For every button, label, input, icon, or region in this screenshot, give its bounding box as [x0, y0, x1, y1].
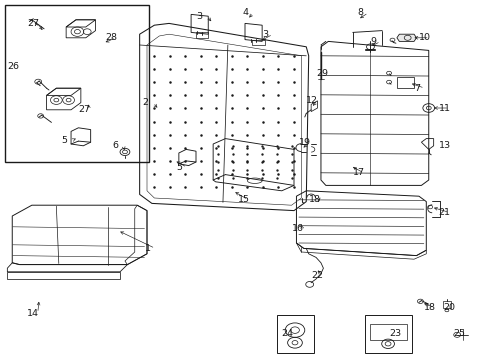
Text: 5: 5 [176, 163, 182, 172]
Text: 5: 5 [61, 136, 67, 145]
Text: 26: 26 [7, 62, 19, 71]
Text: 28: 28 [105, 33, 117, 42]
Text: 25: 25 [453, 328, 465, 338]
Bar [196, 32, 208, 38]
Text: 20: 20 [443, 303, 455, 312]
Text: 14: 14 [27, 309, 39, 318]
Bar [277, 315, 314, 353]
Text: 13: 13 [439, 141, 451, 150]
Text: 23: 23 [390, 328, 402, 338]
Text: 24: 24 [282, 328, 294, 338]
Text: 10: 10 [419, 33, 431, 42]
Bar [370, 324, 407, 340]
Text: 12: 12 [306, 96, 318, 105]
Text: 27: 27 [78, 105, 90, 114]
Text: 22: 22 [311, 271, 323, 280]
Polygon shape [397, 34, 416, 41]
Text: 11: 11 [439, 104, 450, 112]
Text: 15: 15 [238, 195, 249, 204]
Text: 3: 3 [196, 12, 202, 21]
Text: 16: 16 [292, 224, 303, 233]
Bar [252, 40, 265, 45]
Text: 18: 18 [424, 303, 436, 312]
Text: 4: 4 [243, 8, 248, 17]
Text: 19: 19 [299, 138, 311, 147]
Text: 18: 18 [309, 195, 320, 204]
Text: 8: 8 [358, 8, 364, 17]
Text: 21: 21 [439, 208, 450, 217]
Text: 9: 9 [370, 37, 376, 46]
Text: 6: 6 [113, 141, 119, 150]
Text: 1: 1 [145, 244, 150, 253]
Text: 27: 27 [27, 19, 39, 28]
Text: 7: 7 [414, 84, 420, 93]
Text: 17: 17 [353, 168, 365, 177]
Text: 2: 2 [142, 98, 148, 107]
Text: 29: 29 [316, 69, 328, 78]
Bar [365, 315, 412, 353]
Text: 3: 3 [262, 30, 269, 39]
Bar [5, 5, 149, 162]
